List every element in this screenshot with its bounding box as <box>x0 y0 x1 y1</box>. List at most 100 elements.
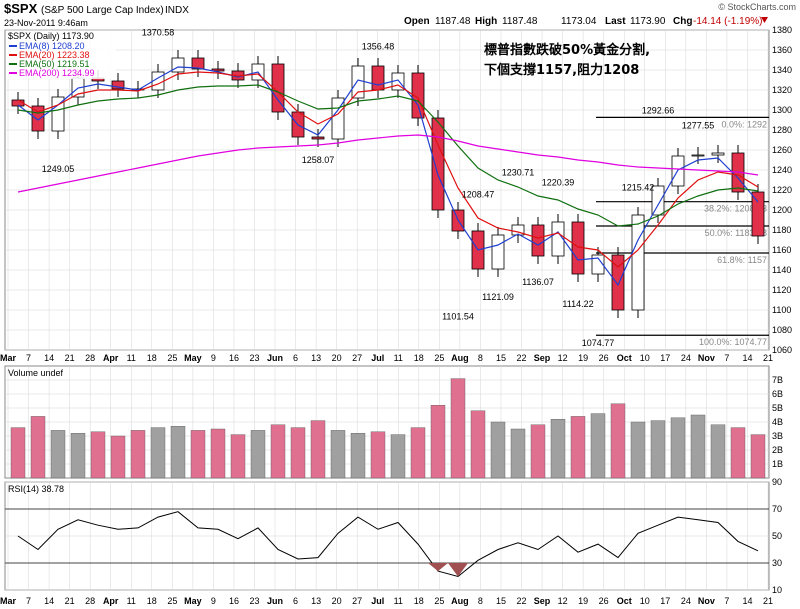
fibonacci-lines: 0.0%: 1292 38.2%: 1208.33 50.0%: 1183.98 61… <box>596 116 769 347</box>
x-tick-label: Aug <box>451 353 469 363</box>
x-tick-label: 21 <box>65 353 75 363</box>
volume-bar <box>710 424 726 479</box>
legend-ema50: EMA(50) 1219.51 <box>19 59 90 69</box>
x-tick-label: Mar <box>0 596 16 606</box>
last-value: 1173.90 <box>630 16 666 27</box>
volume-bar <box>450 378 466 479</box>
rsi-tick-label: 90 <box>772 477 782 487</box>
x-tick-label: Jun <box>267 596 283 606</box>
x-tick-label: 24 <box>681 596 691 606</box>
volume-title: Volume undef <box>8 368 64 378</box>
price-annotation: 1215.42 <box>622 183 655 193</box>
x-tick-label: Oct <box>617 596 632 606</box>
price-annotation: 1370.58 <box>142 27 175 37</box>
rsi-title: RSI(14) 38.78 <box>8 484 64 494</box>
chg-label: Chg <box>673 16 692 27</box>
ema8-line <box>17 66 759 287</box>
volume-bar <box>570 416 586 479</box>
rsi-oversold-fill <box>428 563 448 572</box>
x-tick-label: 8 <box>478 596 483 606</box>
volume-bar <box>70 433 86 479</box>
price-tick-label: 1060 <box>772 345 792 355</box>
price-annotation: 1230.71 <box>502 167 535 177</box>
x-tick-label: 14 <box>742 353 752 363</box>
price-tick-label: 1140 <box>772 265 791 275</box>
price-annotation: 1114.22 <box>562 299 593 309</box>
x-tick-label: 7 <box>724 353 729 363</box>
price-annotation: 1121.09 <box>482 292 514 302</box>
price-annotation: 1249.05 <box>42 164 75 174</box>
header-symbol: $SPX <box>4 1 38 16</box>
candle-body <box>531 224 545 257</box>
price-tick-label: 1080 <box>772 325 792 335</box>
price-tick-label: 1120 <box>772 285 791 295</box>
candle-body <box>551 221 565 257</box>
volume-bars <box>10 378 766 479</box>
ema-lines <box>17 66 759 287</box>
volume-bar <box>130 430 146 479</box>
x-tick-label: 24 <box>681 353 691 363</box>
candle-body <box>491 234 505 270</box>
fib-label: 50.0%: 1183.98 <box>705 228 767 238</box>
x-axis-rsi: Mar 7 14 21 28 Apr 11 18 25 May 9 16 23 Jun 6 13 20 27 Jul… <box>0 596 773 606</box>
x-tick-label: 11 <box>127 596 136 606</box>
x-tick-label: 11 <box>127 353 136 363</box>
volume-bar <box>190 430 206 479</box>
rsi-axis: 10 30 50 70 90 <box>772 477 782 595</box>
candle-body <box>111 80 125 90</box>
price-tick-label: 1160 <box>772 245 791 255</box>
volume-bar <box>10 427 26 479</box>
price-annotation: 1258.07 <box>302 155 335 165</box>
quote-strip: Open 1187.48 High 1187.48 1173.04 Last 1… <box>404 16 768 27</box>
candle-body <box>431 117 445 211</box>
x-tick-label: 19 <box>578 596 588 606</box>
candle-body <box>511 224 525 236</box>
header-date: 23-Nov-2011 9:46am <box>4 18 88 28</box>
x-tick-label: Aug <box>451 596 469 606</box>
x-tick-label: 8 <box>478 353 483 363</box>
volume-bar <box>330 430 346 479</box>
price-annotation: 1292.66 <box>642 105 675 115</box>
volume-bar <box>290 427 306 479</box>
volume-bar <box>230 434 246 479</box>
open-value: 1187.48 <box>435 16 471 27</box>
low-value: 1173.04 <box>561 16 597 27</box>
price-tick-label: 1340 <box>772 65 792 75</box>
high-value: 1187.48 <box>502 16 538 27</box>
x-tick-label: 10 <box>640 596 650 606</box>
rsi-polyline <box>17 511 759 578</box>
down-arrow-icon <box>761 17 768 23</box>
x-tick-label: 14 <box>742 596 752 606</box>
x-tick-label: Sep <box>534 596 551 606</box>
rsi-tick-label: 10 <box>772 585 782 595</box>
x-tick-label: 26 <box>599 596 609 606</box>
x-tick-label: Apr <box>103 353 119 363</box>
volume-bar <box>310 420 326 479</box>
x-tick-label: 18 <box>147 596 157 606</box>
price-annotation: 1136.07 <box>522 277 554 287</box>
volume-tick-label: 2B <box>772 445 783 455</box>
price-legend: $SPX (Daily) 1173.90 EMA(8) 1208.20 EMA(… <box>6 31 116 79</box>
volume-bar <box>50 430 66 479</box>
volume-bar <box>490 421 506 479</box>
x-tick-label: Nov <box>698 596 715 606</box>
candle-body <box>591 254 605 275</box>
x-tick-label: 12 <box>558 353 568 363</box>
ema200-line <box>17 134 759 193</box>
volume-bar <box>350 433 366 479</box>
legend-ema200: EMA(200) 1234.99 <box>19 68 95 78</box>
price-annotation: 1208.47 <box>462 190 495 200</box>
price-tick-label: 1320 <box>772 85 792 95</box>
x-tick-label: 26 <box>599 353 609 363</box>
candle-body <box>351 65 365 99</box>
x-tick-label: 18 <box>414 353 424 363</box>
high-label: High <box>475 16 497 27</box>
x-tick-label: 20 <box>332 596 342 606</box>
volume-bar <box>670 417 686 479</box>
candle-body <box>611 254 625 311</box>
volume-tick-label: 5B <box>772 403 783 413</box>
volume-bar <box>270 424 286 479</box>
volume-bar <box>90 431 106 479</box>
candle-body <box>411 72 425 119</box>
